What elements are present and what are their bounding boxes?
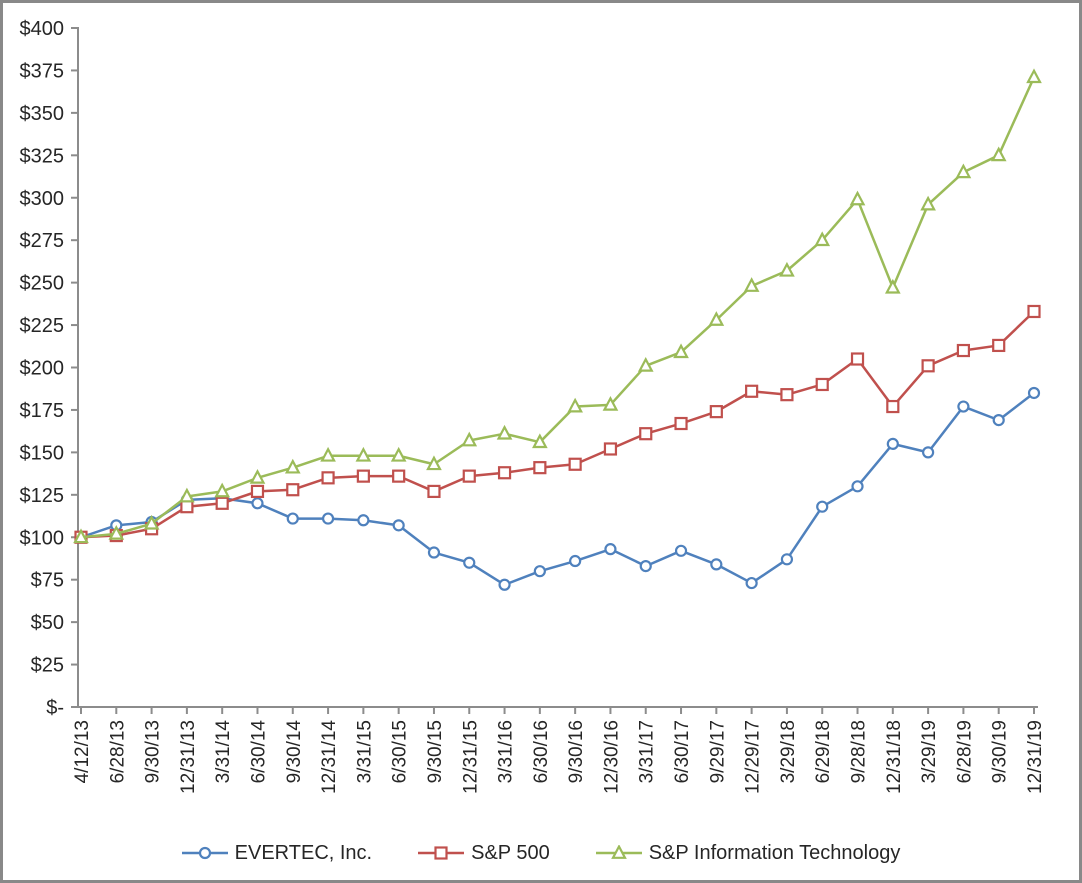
- svg-text:$200: $200: [20, 358, 65, 380]
- svg-text:$100: $100: [20, 527, 65, 549]
- svg-text:$150: $150: [20, 442, 65, 464]
- svg-text:$125: $125: [20, 485, 65, 507]
- chart-legend: EVERTEC, Inc. S&P 500 S&P Information Te…: [3, 835, 1079, 871]
- svg-text:3/29/19: 3/29/19: [919, 720, 940, 783]
- evertec-line-marker-icon: [181, 846, 228, 860]
- svg-text:6/28/13: 6/28/13: [107, 720, 128, 783]
- svg-text:$225: $225: [20, 315, 65, 337]
- svg-text:9/29/17: 9/29/17: [707, 720, 728, 783]
- svg-text:9/30/19: 9/30/19: [990, 720, 1011, 783]
- svg-text:$50: $50: [31, 612, 64, 634]
- svg-text:$25: $25: [31, 655, 64, 677]
- svg-text:12/31/13: 12/31/13: [178, 720, 199, 794]
- svg-text:6/28/19: 6/28/19: [954, 720, 975, 783]
- svg-text:$75: $75: [31, 570, 64, 592]
- svg-text:$400: $400: [20, 18, 65, 40]
- svg-text:9/30/14: 9/30/14: [284, 720, 305, 784]
- svg-text:3/31/16: 3/31/16: [496, 720, 517, 783]
- svg-text:$375: $375: [20, 60, 65, 82]
- svg-text:$-: $-: [46, 697, 64, 719]
- legend-label-evertec: EVERTEC, Inc.: [234, 841, 373, 864]
- svg-text:4/12/13: 4/12/13: [72, 720, 93, 783]
- svg-text:$275: $275: [20, 230, 65, 252]
- svg-text:3/31/14: 3/31/14: [213, 720, 234, 784]
- legend-item-evertec: EVERTEC, Inc.: [181, 841, 373, 865]
- svg-text:12/31/19: 12/31/19: [1025, 720, 1046, 794]
- svg-text:9/28/18: 9/28/18: [849, 720, 870, 783]
- svg-text:9/30/13: 9/30/13: [143, 720, 164, 783]
- svg-text:3/31/17: 3/31/17: [637, 720, 658, 783]
- sp-info-tech-line-marker-icon: [595, 845, 642, 859]
- legend-item-sp-info-tech: S&P Information Technology: [595, 841, 901, 865]
- svg-text:6/30/16: 6/30/16: [531, 720, 552, 783]
- svg-text:12/31/18: 12/31/18: [884, 720, 905, 794]
- svg-text:12/29/17: 12/29/17: [743, 720, 764, 794]
- sp500-line-marker-icon: [418, 846, 465, 860]
- svg-text:9/30/15: 9/30/15: [425, 720, 446, 783]
- svg-text:3/31/15: 3/31/15: [354, 720, 375, 783]
- legend-item-sp500: S&P 500: [418, 842, 550, 865]
- legend-label-sp-info-tech: S&P Information Technology: [648, 841, 901, 864]
- svg-text:$350: $350: [20, 103, 65, 125]
- svg-text:6/30/17: 6/30/17: [672, 720, 693, 783]
- svg-text:6/29/18: 6/29/18: [813, 720, 834, 783]
- svg-text:$250: $250: [20, 273, 65, 295]
- svg-text:12/31/15: 12/31/15: [460, 720, 481, 794]
- svg-text:$325: $325: [20, 145, 65, 167]
- svg-text:12/31/14: 12/31/14: [319, 720, 340, 794]
- svg-text:9/30/16: 9/30/16: [566, 720, 587, 783]
- svg-text:6/30/14: 6/30/14: [248, 720, 269, 784]
- svg-text:$175: $175: [20, 400, 65, 422]
- svg-text:3/29/18: 3/29/18: [778, 720, 799, 783]
- legend-label-sp500: S&P 500: [471, 841, 550, 864]
- svg-text:12/30/16: 12/30/16: [601, 720, 622, 794]
- performance-chart: $- $25 $50 $75 $100 $125 $150 $175 $200 $225 $250 $…: [20, 18, 1047, 794]
- svg-text:6/30/15: 6/30/15: [390, 720, 411, 783]
- svg-text:$300: $300: [20, 188, 65, 210]
